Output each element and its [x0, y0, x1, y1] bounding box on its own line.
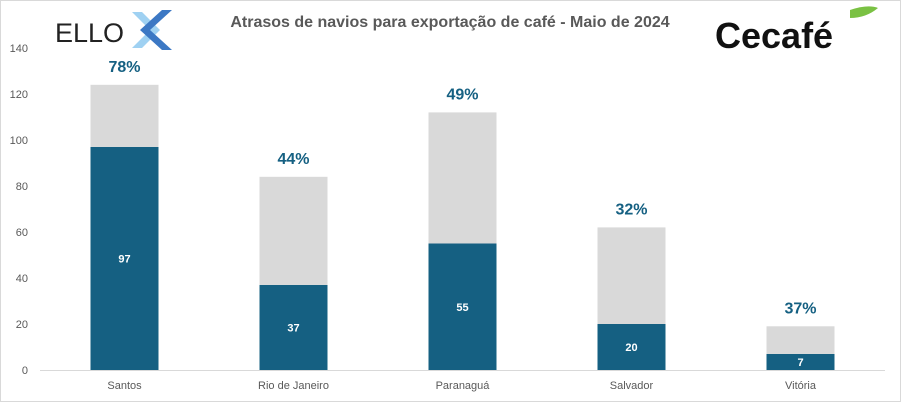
- bar-value-label: 55: [456, 302, 468, 314]
- y-tick-label: 60: [16, 227, 28, 239]
- bar-remainder: [259, 176, 328, 285]
- y-tick-label: 20: [16, 319, 28, 331]
- bar-remainder: [428, 112, 497, 244]
- y-tick-label: 40: [16, 273, 28, 285]
- percent-label: 37%: [784, 300, 816, 317]
- bar-remainder: [766, 326, 835, 354]
- percent-label: 49%: [446, 86, 478, 103]
- y-tick-label: 120: [10, 89, 28, 101]
- bar-remainder: [597, 227, 666, 324]
- cecafe-logo: Cecafé: [715, 6, 878, 56]
- percent-label: 78%: [108, 59, 140, 76]
- bar-remainder: [90, 84, 159, 147]
- y-tick-label: 0: [22, 365, 28, 377]
- svg-text:ELLO: ELLO: [55, 18, 124, 48]
- percent-label: 32%: [615, 201, 647, 218]
- bar-delayed: [90, 146, 159, 370]
- bar-value-label: 97: [118, 253, 130, 265]
- category-label: Santos: [107, 380, 142, 392]
- y-tick-label: 140: [10, 43, 28, 55]
- bars: 97 78% Santos 37 44% Rio de Janeiro 55 49% Paran…: [90, 59, 835, 392]
- bar-delayed: [259, 284, 328, 370]
- bar-value-label: 20: [625, 342, 637, 354]
- category-label: Vitória: [785, 380, 817, 392]
- bar-value-label: 7: [797, 357, 803, 369]
- chart-title: Atrasos de navios para exportação de caf…: [230, 14, 669, 31]
- y-tick-label: 100: [10, 135, 28, 147]
- percent-label: 44%: [277, 151, 309, 168]
- ellox-logo: ELLO: [55, 10, 172, 50]
- category-label: Salvador: [610, 380, 654, 392]
- bar-delayed: [597, 324, 666, 370]
- bar-delayed: [428, 243, 497, 370]
- svg-text:Cecafé: Cecafé: [715, 15, 833, 56]
- y-axis: 0 20 40 60 80 100 120 140: [10, 43, 28, 377]
- bar-delayed: [766, 353, 835, 370]
- y-tick-label: 80: [16, 181, 28, 193]
- category-label: Rio de Janeiro: [258, 380, 329, 392]
- category-label: Paranaguá: [436, 380, 491, 392]
- bar-value-label: 37: [287, 322, 299, 334]
